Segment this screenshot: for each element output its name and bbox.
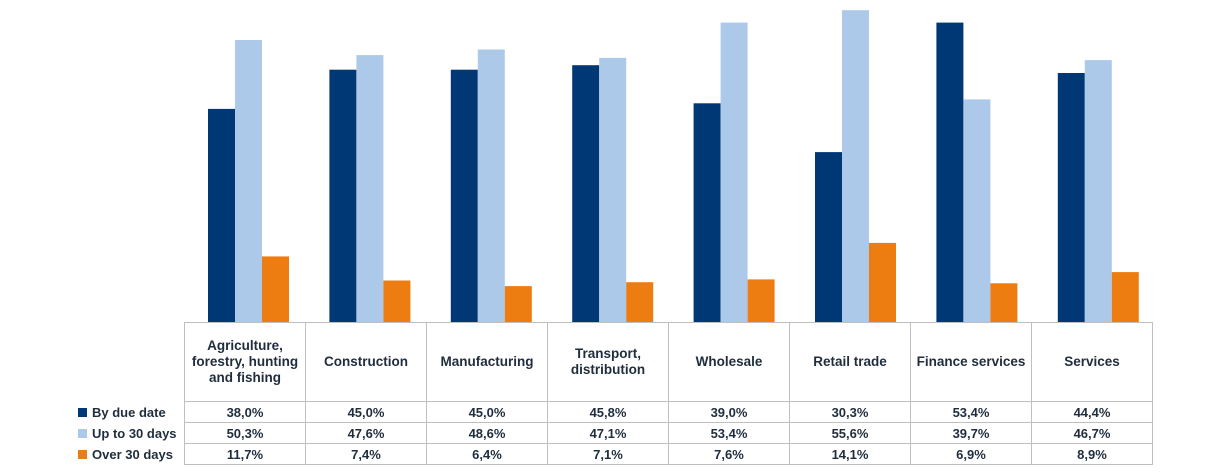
data-label: 30,3%: [789, 401, 911, 423]
data-label: 7,6%: [668, 443, 790, 465]
category-label: Manufacturing: [426, 322, 548, 402]
bar-by-due-date-2: [329, 69, 357, 322]
bar-up-to-30-days-6: [842, 10, 869, 322]
table-corner: [74, 322, 185, 402]
bar-over-30-days-8: [1111, 272, 1139, 322]
bar-up-to-30-days-4: [599, 57, 627, 322]
data-table: Agriculture, forestry, hunting and fishi…: [74, 322, 1153, 465]
bar-plot: [208, 10, 1139, 322]
data-label: 14,1%: [789, 443, 911, 465]
category-label: Transport, distribution: [547, 322, 669, 402]
bar-by-due-date-3: [450, 69, 478, 322]
bar-over-30-days-5: [747, 279, 775, 322]
data-label: 55,6%: [789, 422, 911, 444]
table-row: Up to 30 days 50,3% 47,6% 48,6% 47,1% 53…: [74, 422, 1153, 444]
data-label: 8,9%: [1031, 443, 1153, 465]
data-label: 38,0%: [184, 401, 306, 423]
bar-over-30-days-4: [626, 282, 654, 322]
bar-by-due-date-7: [936, 22, 964, 322]
bar-up-to-30-days-5: [720, 22, 748, 322]
bar-up-to-30-days-8: [1084, 60, 1112, 322]
bar-over-30-days-6: [869, 242, 896, 322]
bar-by-due-date-5: [693, 103, 721, 322]
data-label: 44,4%: [1031, 401, 1153, 423]
legend-entry-over-30-days: Over 30 days: [74, 443, 185, 465]
category-label: Retail trade: [789, 322, 911, 402]
bar-over-30-days-3: [504, 286, 532, 322]
data-label: 53,4%: [910, 401, 1032, 423]
legend-entry-by-due-date: By due date: [74, 401, 185, 423]
bar-over-30-days-7: [990, 283, 1018, 322]
data-label: 6,4%: [426, 443, 548, 465]
bar-up-to-30-days-2: [356, 55, 384, 322]
bar-up-to-30-days-3: [477, 49, 505, 322]
data-label: 53,4%: [668, 422, 790, 444]
data-label: 45,0%: [426, 401, 548, 423]
bar-by-due-date-1: [208, 108, 235, 322]
bar-by-due-date-6: [815, 152, 842, 322]
data-label: 7,4%: [305, 443, 427, 465]
category-label: Wholesale: [668, 322, 790, 402]
data-label: 7,1%: [547, 443, 669, 465]
table-row: Over 30 days 11,7% 7,4% 6,4% 7,1% 7,6% 1…: [74, 443, 1153, 465]
data-label: 6,9%: [910, 443, 1032, 465]
bar-by-due-date-4: [572, 65, 600, 322]
category-label: Agriculture, forestry, hunting and fishi…: [184, 322, 306, 402]
bar-up-to-30-days-1: [235, 40, 262, 322]
series-name: By due date: [92, 404, 166, 420]
table-row: By due date 38,0% 45,0% 45,0% 45,8% 39,0…: [74, 401, 1153, 423]
category-label: Finance services: [910, 322, 1032, 402]
category-label: Construction: [305, 322, 427, 402]
data-label: 11,7%: [184, 443, 306, 465]
data-label: 47,1%: [547, 422, 669, 444]
data-label: 50,3%: [184, 422, 306, 444]
data-label: 39,0%: [668, 401, 790, 423]
data-label: 45,8%: [547, 401, 669, 423]
bar-by-due-date-8: [1057, 73, 1085, 322]
series-name: Over 30 days: [92, 446, 173, 462]
bar-over-30-days-1: [262, 256, 289, 322]
data-label: 39,7%: [910, 422, 1032, 444]
data-label: 46,7%: [1031, 422, 1153, 444]
legend-swatch: [78, 407, 87, 417]
data-label: 48,6%: [426, 422, 548, 444]
series-name: Up to 30 days: [92, 425, 177, 441]
bar-up-to-30-days-7: [963, 99, 991, 322]
category-label: Services: [1031, 322, 1153, 402]
data-label: 45,0%: [305, 401, 427, 423]
bar-over-30-days-2: [383, 280, 411, 322]
legend-swatch: [78, 428, 87, 438]
legend-entry-up-to-30-days: Up to 30 days: [74, 422, 185, 444]
legend-swatch: [78, 449, 87, 459]
data-label: 47,6%: [305, 422, 427, 444]
